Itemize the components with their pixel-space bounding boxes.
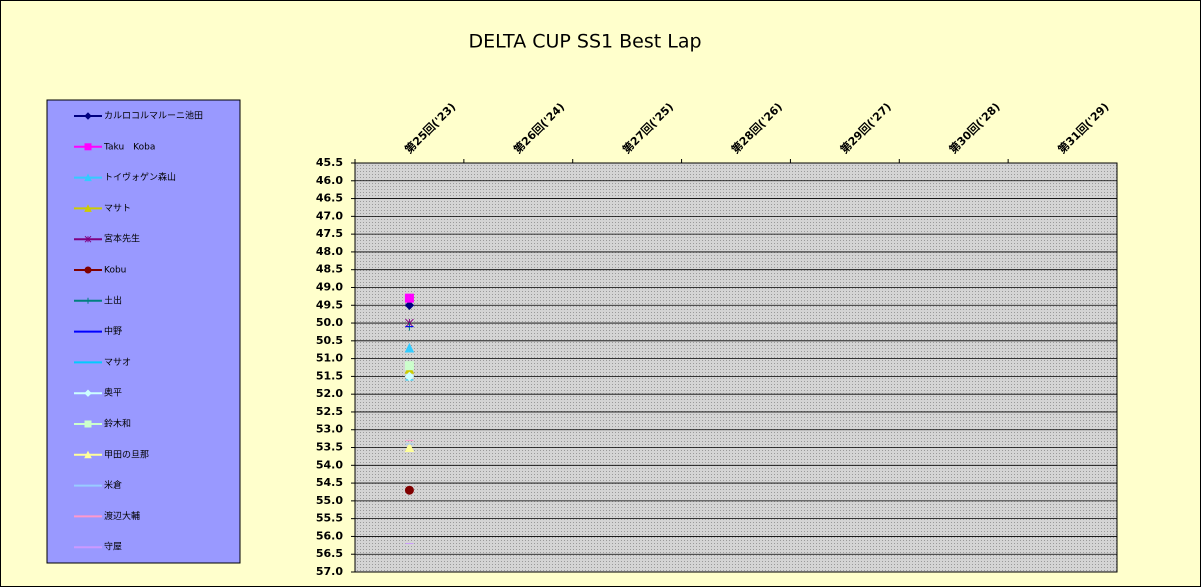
legend-marker — [85, 297, 91, 304]
legend-marker — [84, 235, 92, 243]
legend-marker — [84, 450, 92, 459]
legend-marker — [84, 420, 92, 428]
y-tick-label: 52.5 — [316, 405, 343, 418]
marker — [404, 300, 415, 310]
legend-label: 土出 — [104, 294, 122, 306]
y-tick-label: 45.5 — [316, 156, 343, 169]
legend-label: 渡辺大輔 — [104, 510, 140, 522]
legend-marker — [84, 173, 92, 182]
legend-label: Taku Koba — [103, 142, 155, 152]
y-tick-label: 49.5 — [316, 298, 343, 311]
chart-title: DELTA CUP SS1 Best Lap — [468, 31, 701, 53]
legend-label: 守屋 — [104, 541, 122, 553]
y-tick-label: 54.5 — [316, 476, 343, 489]
legend-label: 中野 — [104, 325, 122, 337]
plot-area — [354, 162, 1118, 573]
y-tick-label: 48.0 — [316, 245, 343, 258]
marker — [404, 442, 415, 453]
legend-marker — [84, 143, 92, 151]
legend-label: 鈴木和 — [104, 418, 131, 430]
marker — [404, 485, 414, 495]
y-tick-label: 57.0 — [316, 565, 343, 578]
legend-marker — [84, 389, 92, 397]
legend-label: 宮本先生 — [104, 233, 140, 245]
legend-marker — [84, 112, 92, 120]
y-tick-label: 50.5 — [316, 334, 343, 347]
legend-marker — [84, 266, 92, 274]
legend-label: 奥平 — [104, 387, 122, 399]
y-tick-label: 46.5 — [316, 192, 343, 205]
legend-label: 米倉 — [104, 479, 122, 491]
y-tick-label: 51.5 — [316, 369, 343, 382]
y-tick-label: 47.0 — [316, 209, 343, 222]
marker — [404, 342, 415, 353]
legend-label: マサト — [104, 203, 131, 214]
y-tick-label: 46.0 — [316, 174, 343, 187]
y-tick-label: 55.0 — [316, 494, 343, 507]
legend-label: 甲田の旦那 — [104, 449, 149, 460]
marker — [404, 371, 415, 382]
y-tick-label: 49.0 — [316, 280, 343, 293]
legend-label: トイヴォゲン森山 — [104, 171, 176, 183]
legend-label: カルロコルマルーニ池田 — [104, 110, 203, 122]
y-tick-label: 56.0 — [316, 529, 343, 542]
legend-label: Kobu — [104, 266, 126, 276]
y-tick-label: 54.0 — [316, 458, 343, 471]
marker — [404, 361, 414, 371]
y-tick-label: 51.0 — [316, 352, 343, 365]
y-tick-label: 47.5 — [316, 227, 343, 240]
marker — [404, 293, 414, 303]
y-tick-label: 56.5 — [316, 547, 343, 560]
y-tick-label: 53.5 — [316, 441, 343, 454]
y-tick-label: 52.0 — [316, 387, 343, 400]
legend-marker — [84, 204, 92, 212]
y-tick-label: 48.5 — [316, 263, 343, 276]
y-tick-label: 55.5 — [316, 512, 343, 525]
y-tick-label: 53.0 — [316, 423, 343, 436]
y-tick-label: 50.0 — [316, 316, 343, 329]
legend-label: マサオ — [104, 357, 131, 368]
